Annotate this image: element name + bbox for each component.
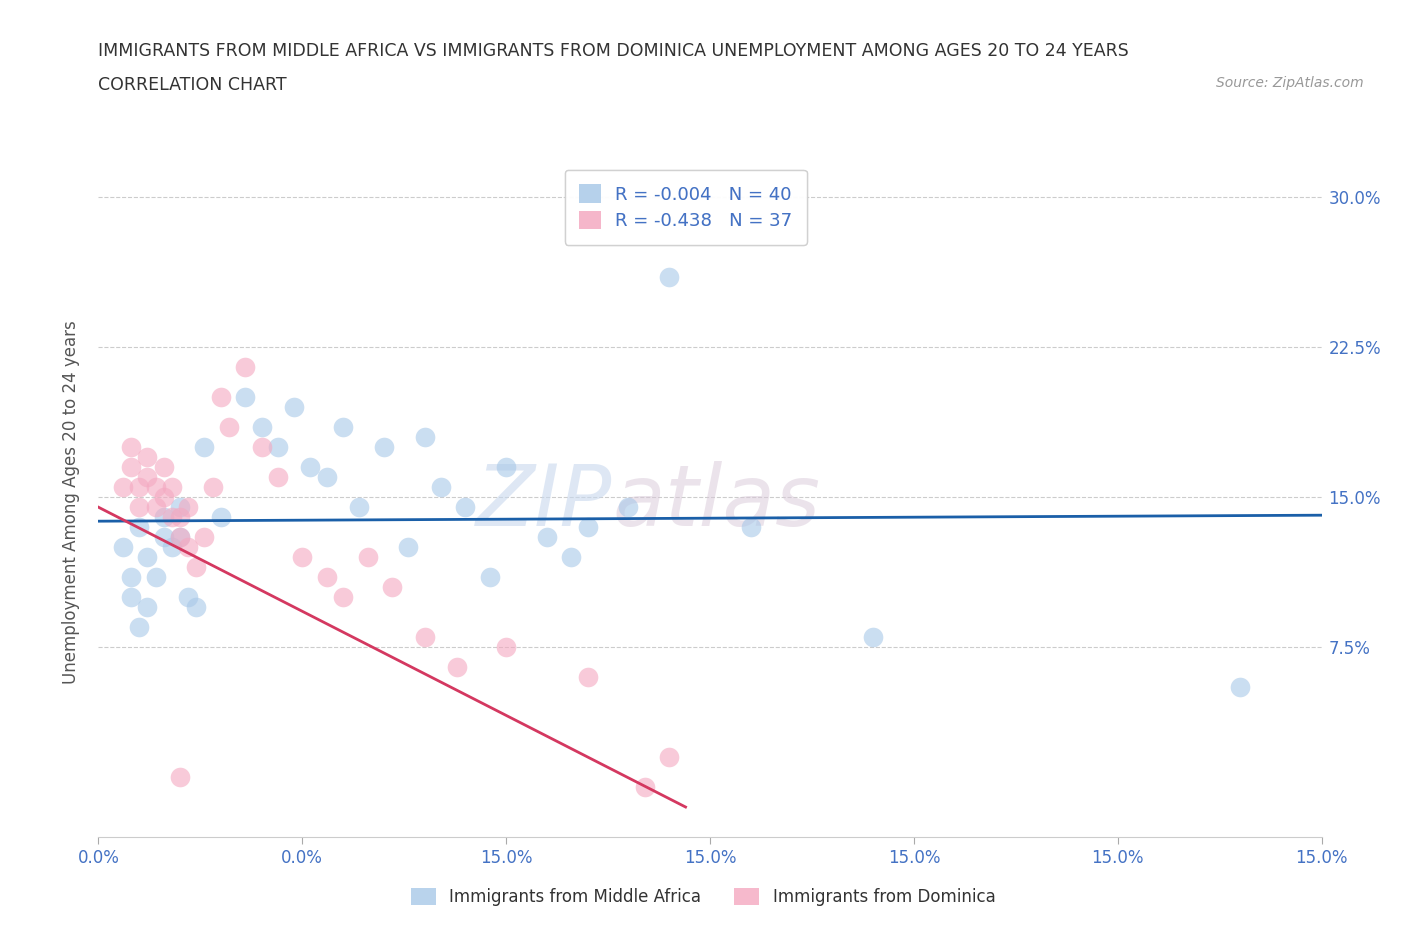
Point: [177, 499, 200, 514]
Point: [145, 570, 167, 585]
Point: [128, 480, 150, 495]
Y-axis label: Unemployment Among Ages 20 to 24 years: Unemployment Among Ages 20 to 24 years: [62, 320, 80, 684]
Text: ZIP: ZIP: [475, 460, 612, 544]
Text: IMMIGRANTS FROM MIDDLE AFRICA VS IMMIGRANTS FROM DOMINICA UNEMPLOYMENT AMONG AGE: IMMIGRANTS FROM MIDDLE AFRICA VS IMMIGRA…: [98, 42, 1129, 60]
Point: [169, 770, 191, 785]
Point: [128, 499, 150, 514]
Point: [193, 440, 215, 455]
Point: [186, 600, 208, 615]
Point: [283, 400, 305, 415]
Point: [315, 570, 337, 585]
Point: [454, 499, 477, 514]
Point: [136, 470, 159, 485]
Point: [250, 440, 273, 455]
Point: [111, 480, 134, 495]
Point: [356, 550, 378, 565]
Point: [169, 530, 191, 545]
Point: [634, 779, 657, 794]
Point: [536, 530, 558, 545]
Point: [267, 440, 290, 455]
Point: [560, 550, 582, 565]
Point: [1229, 680, 1251, 695]
Point: [152, 530, 174, 545]
Point: [299, 459, 322, 474]
Point: [381, 579, 404, 594]
Point: [576, 670, 599, 684]
Point: [152, 490, 174, 505]
Point: [478, 570, 501, 585]
Point: [658, 270, 681, 285]
Point: [120, 459, 142, 474]
Point: [145, 499, 167, 514]
Point: [267, 470, 290, 485]
Point: [136, 450, 159, 465]
Point: [349, 499, 371, 514]
Legend: R = -0.004   N = 40, R = -0.438   N = 37: R = -0.004 N = 40, R = -0.438 N = 37: [564, 170, 807, 245]
Point: [145, 480, 167, 495]
Point: [201, 480, 224, 495]
Point: [136, 600, 159, 615]
Point: [430, 480, 453, 495]
Point: [332, 419, 354, 434]
Point: [740, 520, 762, 535]
Legend: Immigrants from Middle Africa, Immigrants from Dominica: Immigrants from Middle Africa, Immigrant…: [404, 881, 1002, 912]
Point: [177, 590, 200, 604]
Point: [160, 480, 183, 495]
Point: [169, 499, 191, 514]
Point: [413, 630, 436, 644]
Point: [128, 619, 150, 634]
Text: Source: ZipAtlas.com: Source: ZipAtlas.com: [1216, 76, 1364, 90]
Point: [291, 550, 314, 565]
Point: [250, 419, 273, 434]
Point: [658, 750, 681, 764]
Point: [177, 539, 200, 554]
Point: [136, 550, 159, 565]
Point: [128, 520, 150, 535]
Text: atlas: atlas: [612, 460, 820, 544]
Point: [152, 459, 174, 474]
Point: [413, 430, 436, 445]
Point: [233, 390, 256, 405]
Point: [120, 590, 142, 604]
Point: [446, 659, 468, 674]
Point: [617, 499, 640, 514]
Point: [186, 560, 208, 575]
Point: [169, 530, 191, 545]
Point: [169, 510, 191, 525]
Point: [332, 590, 354, 604]
Point: [495, 459, 517, 474]
Point: [862, 630, 884, 644]
Point: [218, 419, 240, 434]
Point: [120, 440, 142, 455]
Point: [233, 360, 256, 375]
Point: [396, 539, 419, 554]
Point: [160, 510, 183, 525]
Point: [315, 470, 337, 485]
Text: CORRELATION CHART: CORRELATION CHART: [98, 76, 287, 94]
Point: [160, 539, 183, 554]
Point: [209, 390, 232, 405]
Point: [111, 539, 134, 554]
Point: [120, 570, 142, 585]
Point: [373, 440, 395, 455]
Point: [193, 530, 215, 545]
Point: [576, 520, 599, 535]
Point: [209, 510, 232, 525]
Point: [495, 640, 517, 655]
Point: [152, 510, 174, 525]
